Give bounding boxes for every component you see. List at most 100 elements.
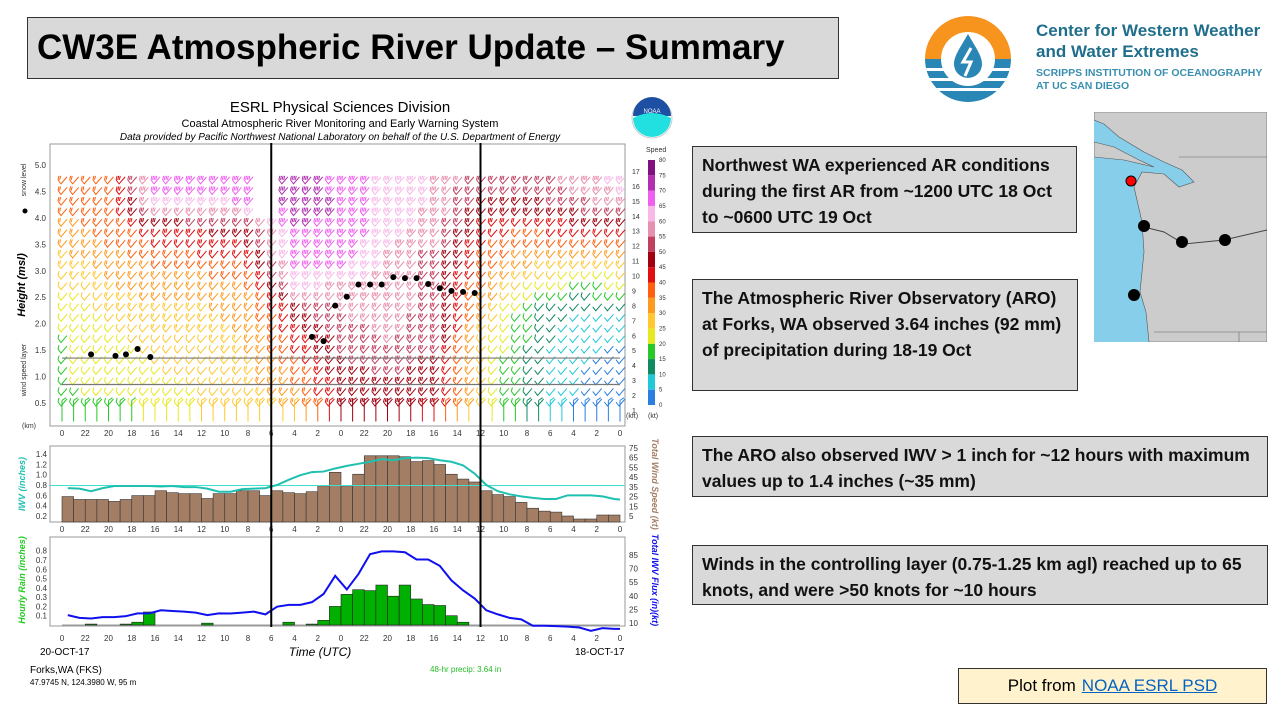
y-tick-label: 0.5 [36,575,48,584]
wind-barb [510,292,521,302]
x-tick-label: 4 [571,634,576,643]
wind-barb [150,323,161,333]
wind-barb [231,387,242,397]
wind-barb [162,292,173,302]
wind-barb [441,387,452,397]
wind-barb [115,196,126,206]
x-tick-label: 10 [220,429,229,438]
x-tick-label: 8 [246,429,251,438]
wind-barb [441,228,452,238]
wind-barb [592,270,603,280]
y-axis-label: Hourly Rain (inches) [17,536,27,624]
wind-barb [115,281,126,291]
wind-barb [255,249,266,259]
wind-barb [92,292,103,302]
wind-barb [452,270,463,280]
wind-barb [510,302,521,312]
wind-barb [150,260,161,270]
wind-barb [115,207,126,217]
wind-barb [603,228,614,238]
wind-barb [150,334,161,344]
wind-barb [487,292,498,302]
wind-barb [231,228,242,238]
wind-barb [441,270,452,280]
wind-barb [150,175,161,185]
colorbar-tick-label: 45 [659,265,666,271]
wind-barb [80,218,91,227]
wind-barb [220,228,231,238]
wind-barb [615,398,626,407]
wind-barb [185,249,196,259]
wind-barb [220,186,231,196]
wind-barb [92,218,103,227]
wind-barb-low [73,397,78,422]
wind-barb [348,228,359,238]
wind-barb [557,303,568,312]
wind-barb [162,387,173,397]
y2-tick-label: 4 [632,363,636,370]
wind-barb [406,323,417,333]
wind-barb-low [514,397,520,422]
wind-barb [324,228,335,238]
wind-barb [243,196,254,206]
wind-barb [441,218,452,227]
snow-level-point [355,281,362,288]
colorbar-segment [648,190,655,206]
wind-barb [150,281,161,291]
wind-barb [441,366,452,376]
noaa-esrl-psd-link[interactable]: NOAA ESRL PSD [1081,676,1218,695]
wind-barb [464,302,475,312]
x-tick-label: 12 [197,429,206,438]
colorbar-tick-label: 5 [659,388,663,394]
rain-bar [375,584,388,626]
wind-barb [499,376,510,386]
x-tick-label: 14 [453,429,462,438]
wind-speed-bar [608,514,621,523]
wind-barb [510,186,521,196]
wind-speed-bar [422,460,435,523]
wind-barb [371,376,382,386]
x-tick-label: 16 [151,634,160,643]
wind-barb [231,397,242,407]
wind-barb-low [294,397,299,422]
wind-barb [545,196,556,206]
y2-axis-label: Total IWV Flux (in)(kt) [650,534,660,626]
wind-barb [557,314,568,323]
wind-barb [557,207,568,217]
wind-barb [371,323,382,333]
wind-barb [522,292,533,302]
wind-barb [185,218,196,227]
wind-barb [231,313,242,323]
wind-barb [185,366,196,376]
wind-barb [127,239,138,249]
wind-barb [452,175,463,185]
wind-barb [80,292,91,302]
x-tick-label: 0 [618,525,623,534]
wind-barb [603,377,614,386]
wind-barb [569,398,579,407]
wind-barb [348,376,359,386]
wind-barb-low [503,397,509,422]
x-tick-label: 0 [339,429,344,438]
wind-barb [592,281,603,291]
wind-barb-low [84,397,90,422]
wind-barb [301,302,312,312]
wind-barb [115,344,126,354]
wind-barb [394,186,405,196]
wind-barb [371,218,382,227]
wind-barb [301,387,312,397]
wind-barb [348,313,359,323]
wind-barb [534,292,545,302]
wind-barb [92,302,103,312]
y-tick-label: 1.4 [36,450,48,459]
wind-barb [383,196,393,206]
snow-level-point [378,281,385,288]
wind-barb [197,334,207,344]
wind-barb [243,344,254,354]
wind-speed-bar [305,491,319,523]
x-tick-label: 14 [174,634,183,643]
wind-barb [150,376,161,386]
wind-barb [336,239,347,249]
wind-barb [615,218,626,227]
